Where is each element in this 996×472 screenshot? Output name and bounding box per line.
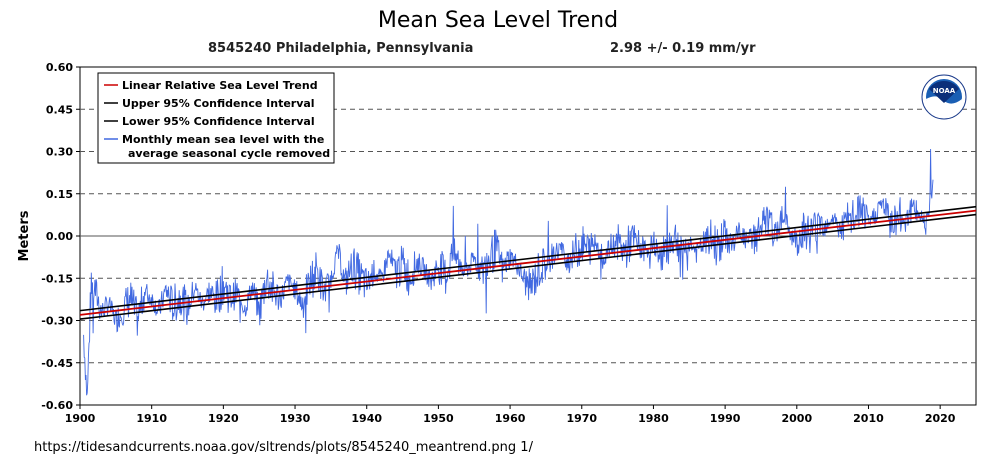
trend-line: [79, 209, 977, 316]
x-tick-label: 2010: [853, 412, 884, 425]
y-tick-label: 0.30: [46, 146, 73, 159]
y-tick-label: -0.60: [41, 399, 73, 412]
x-tick-label: 1900: [65, 412, 96, 425]
trend-rate: 2.98 +/- 0.19 mm/yr: [610, 41, 756, 56]
x-tick-label: 1970: [566, 412, 597, 425]
legend-label: Linear Relative Sea Level Trend: [122, 79, 318, 92]
x-tick-label: 2000: [781, 412, 812, 425]
x-tick-label: 1920: [208, 412, 239, 425]
x-tick-label: 1930: [280, 412, 311, 425]
source-url: https://tidesandcurrents.noaa.gov/sltren…: [34, 440, 533, 455]
y-tick-label: 0.45: [46, 103, 73, 116]
chart-title: Mean Sea Level Trend: [377, 8, 619, 33]
y-tick-label: 0.60: [46, 61, 73, 74]
y-tick-label: -0.30: [41, 315, 73, 328]
x-tick-label: 1910: [136, 412, 167, 425]
legend-box: [97, 72, 335, 164]
noaa-logo-text: NOAA: [933, 87, 956, 95]
legend-label: Upper 95% Confidence Interval: [122, 97, 315, 110]
lower-ci-line: [79, 213, 977, 320]
x-tick-label: 1990: [710, 412, 741, 425]
y-tick-label: 0.15: [46, 188, 73, 201]
noaa-logo-wave: [926, 96, 962, 117]
x-tick-label: 1950: [423, 412, 454, 425]
x-tick-label: 1940: [351, 412, 382, 425]
legend-label: Lower 95% Confidence Interval: [122, 115, 315, 128]
x-tick-label: 2020: [925, 412, 956, 425]
y-axis-label: Meters: [17, 210, 32, 261]
y-tick-label: -0.15: [41, 272, 73, 285]
x-tick-label: 1980: [638, 412, 669, 425]
y-tick-label: -0.45: [41, 357, 73, 370]
legend-label: Monthly mean sea level with the: [122, 133, 324, 146]
legend-label-cont: average seasonal cycle removed: [128, 147, 330, 160]
station-subtitle: 8545240 Philadelphia, Pennsylvania: [208, 41, 474, 56]
x-tick-label: 1960: [495, 412, 526, 425]
y-tick-label: 0.00: [46, 230, 73, 243]
upper-ci-line: [79, 205, 977, 312]
noaa-logo-bird: [929, 80, 959, 103]
monthly-mean-series: [83, 148, 934, 396]
